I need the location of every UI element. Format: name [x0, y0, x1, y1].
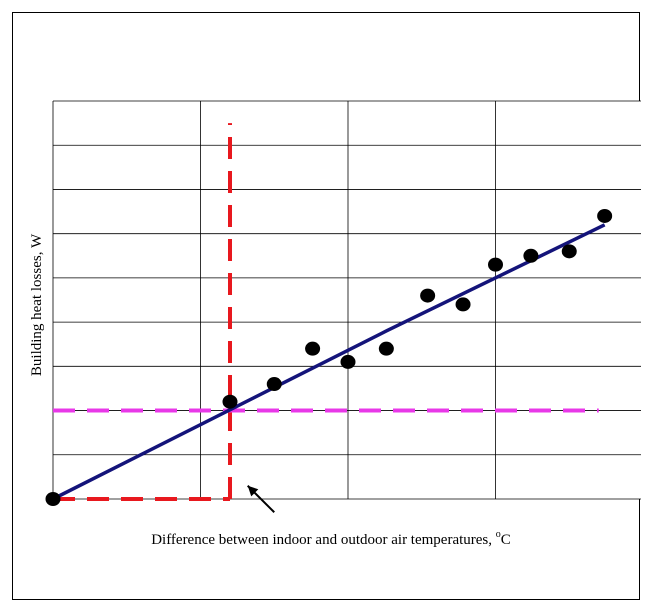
- chart-svg: Building heat losses, W Difference betwe…: [29, 100, 641, 548]
- data-point: [305, 341, 321, 356]
- data-point: [455, 297, 471, 312]
- x-axis-label-unit: C: [501, 532, 511, 548]
- data-point: [45, 492, 61, 506]
- data-points: [45, 208, 613, 506]
- x-axis-label-main: Difference between indoor and outdoor ai…: [151, 532, 496, 548]
- data-point: [561, 244, 577, 259]
- chart-frame: Building heat losses, W Difference betwe…: [12, 12, 641, 600]
- arrow-annotation: [246, 485, 275, 513]
- data-point: [266, 377, 282, 392]
- data-point: [488, 257, 503, 272]
- x-axis-label-degree: o: [496, 529, 501, 540]
- data-point: [378, 341, 394, 356]
- data-point: [597, 208, 613, 223]
- data-point: [340, 354, 356, 369]
- data-point: [420, 288, 436, 303]
- grid: [52, 100, 641, 500]
- plot-area: [53, 101, 641, 499]
- data-point: [222, 394, 238, 409]
- data-point: [523, 248, 539, 263]
- y-axis-label: Building heat losses, W: [29, 233, 45, 376]
- x-axis-label: Difference between indoor and outdoor ai…: [151, 529, 511, 548]
- reference-lines: [53, 123, 599, 501]
- arrow-head: [247, 485, 259, 497]
